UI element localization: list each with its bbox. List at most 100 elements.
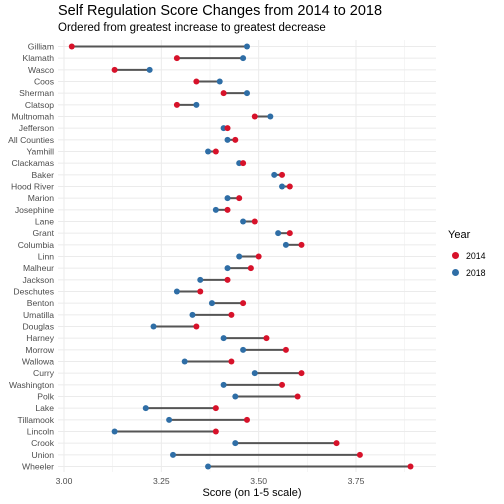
y-tick-label: Yamhill <box>26 147 54 157</box>
y-tick-label: Clackamas <box>11 158 54 168</box>
y-tick-label: Benton <box>27 298 54 308</box>
chart-subtitle: Ordered from greatest increase to greate… <box>58 22 326 34</box>
point-2014 <box>228 311 235 318</box>
y-tick-label: Multnomah <box>11 112 54 122</box>
point-2018 <box>267 113 274 120</box>
point-2014 <box>232 136 239 143</box>
point-2018 <box>240 346 247 353</box>
point-2014 <box>193 323 200 330</box>
y-tick-label: Tillamook <box>18 415 55 425</box>
legend-item-2014: 2014 <box>448 247 486 264</box>
y-tick-label: Coos <box>34 77 54 87</box>
point-2018 <box>111 428 118 435</box>
chart-title: Self Regulation Score Changes from 2014 … <box>58 3 383 19</box>
legend-dot-2014 <box>452 252 459 259</box>
point-2014 <box>333 440 340 447</box>
point-2018 <box>224 265 231 272</box>
y-tick-label: Union <box>32 450 55 460</box>
point-2014 <box>298 370 305 377</box>
y-tick-label: Malheur <box>23 263 54 273</box>
y-tick-label: Deschutes <box>13 287 54 297</box>
legend-title: Year <box>448 229 471 241</box>
x-axis-labels: 3.00 3.25 3.50 3.75 <box>56 476 365 486</box>
point-2014 <box>173 101 180 108</box>
y-tick-label: Douglas <box>22 322 54 332</box>
point-2018 <box>279 183 286 190</box>
point-2018 <box>220 381 227 388</box>
x-tick-label: 3.25 <box>153 476 170 486</box>
y-tick-label: Wallowa <box>22 357 54 367</box>
y-tick-label: Grant <box>33 228 55 238</box>
point-2018 <box>197 276 204 283</box>
point-2014 <box>173 55 180 62</box>
point-2014 <box>212 405 219 412</box>
point-2014 <box>197 288 204 295</box>
point-2014 <box>286 183 293 190</box>
point-2018 <box>282 241 289 248</box>
y-tick-label: Crook <box>31 438 55 448</box>
point-2018 <box>205 148 212 155</box>
x-axis-title: Score (on 1-5 scale) <box>202 487 301 499</box>
legend: Year 2014 2018 <box>448 229 486 281</box>
y-tick-label: Linn <box>38 252 54 262</box>
point-2018 <box>275 230 282 237</box>
point-2014 <box>212 148 219 155</box>
y-tick-label: Umatilla <box>23 310 54 320</box>
point-2014 <box>111 66 118 73</box>
point-2018 <box>150 323 157 330</box>
point-2014 <box>407 463 414 470</box>
y-tick-label: Washington <box>9 380 54 390</box>
point-2018 <box>232 440 239 447</box>
legend-label-2014: 2014 <box>466 250 486 261</box>
point-2018 <box>173 288 180 295</box>
y-tick-label: Lane <box>35 217 54 227</box>
point-2014 <box>236 195 243 202</box>
point-2014 <box>243 416 250 423</box>
y-tick-label: Wasco <box>28 65 54 75</box>
point-2018 <box>243 43 250 50</box>
point-2014 <box>294 393 301 400</box>
y-tick-label: Jackson <box>22 275 54 285</box>
point-2014 <box>224 276 231 283</box>
point-2014 <box>251 218 258 225</box>
point-2018 <box>181 358 188 365</box>
point-2014 <box>224 125 231 132</box>
y-tick-label: Clatsop <box>25 100 54 110</box>
y-tick-label: Gilliam <box>28 42 54 52</box>
point-2014 <box>286 230 293 237</box>
point-2014 <box>240 300 247 307</box>
point-2018 <box>236 253 243 260</box>
point-2014 <box>298 241 305 248</box>
point-2014 <box>193 78 200 85</box>
y-tick-label: Wheeler <box>22 462 54 472</box>
point-2014 <box>356 451 363 458</box>
y-tick-label: Klamath <box>22 53 54 63</box>
point-2018 <box>224 136 231 143</box>
legend-dot-2018 <box>452 269 459 276</box>
point-2018 <box>220 335 227 342</box>
point-2018 <box>170 451 177 458</box>
y-tick-label: Josephine <box>15 205 54 215</box>
y-tick-label: Morrow <box>25 345 54 355</box>
point-2018 <box>208 300 215 307</box>
point-2018 <box>240 55 247 62</box>
legend-label-2018: 2018 <box>466 267 486 278</box>
point-2014 <box>247 265 254 272</box>
point-2018 <box>166 416 173 423</box>
point-2014 <box>228 358 235 365</box>
y-tick-label: Polk <box>37 392 54 402</box>
point-2018 <box>205 463 212 470</box>
y-tick-label: Jefferson <box>19 123 54 133</box>
y-tick-label: Columbia <box>18 240 55 250</box>
y-tick-label: Lincoln <box>27 427 54 437</box>
point-2018 <box>251 370 258 377</box>
point-2018 <box>224 195 231 202</box>
y-tick-label: Harney <box>26 333 54 343</box>
point-2014 <box>68 43 75 50</box>
point-2014 <box>224 206 231 213</box>
point-2014 <box>279 381 286 388</box>
point-2014 <box>255 253 262 260</box>
point-2018 <box>146 66 153 73</box>
